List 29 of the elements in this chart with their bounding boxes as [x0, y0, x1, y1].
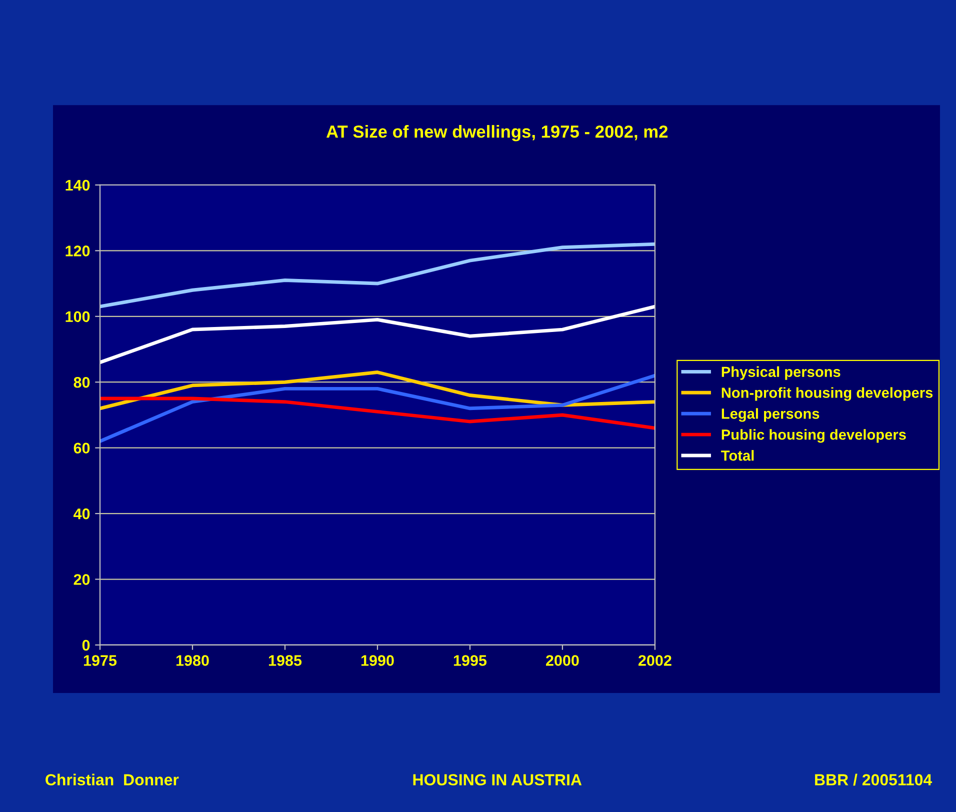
legend-label: Non-profit housing developers — [722, 387, 933, 401]
legend-label: Physical persons — [722, 366, 840, 380]
legend-label: Total — [721, 450, 754, 461]
y-tick-label: 100 — [66, 311, 90, 322]
legend-label: Public housing developers — [722, 429, 906, 443]
x-tick-label: 1995 — [454, 655, 487, 666]
x-tick-label: 1975 — [84, 655, 117, 666]
y-tick-label: 20 — [74, 574, 90, 585]
line-series — [100, 370, 655, 410]
line-series — [100, 374, 655, 443]
y-tick-label: 120 — [66, 246, 90, 256]
line-series — [100, 396, 655, 430]
x-tick-label: 1980 — [176, 655, 209, 666]
y-tick-label: 60 — [74, 442, 90, 454]
text: HOUSING IN AUSTRIA — [413, 774, 582, 786]
x-tick-label: 2002 — [638, 655, 672, 666]
chart-title: AT Size of new dwellings, 1975 - 2002, m2 — [326, 125, 668, 142]
legend-label: Legal persons — [722, 408, 820, 422]
text: BBR / 20051104 — [815, 774, 932, 786]
x-tick-label: 1985 — [268, 655, 302, 666]
y-tick-label: 0 — [82, 640, 90, 651]
y-tick-label: 140 — [66, 180, 90, 191]
text: Christian Donner — [46, 774, 179, 786]
line-series — [100, 242, 655, 308]
y-tick-label: 40 — [74, 508, 90, 520]
x-tick-label: 2000 — [546, 655, 579, 666]
x-tick-label: 1990 — [361, 655, 394, 666]
line-series — [100, 304, 655, 364]
y-tick-label: 80 — [74, 376, 90, 388]
